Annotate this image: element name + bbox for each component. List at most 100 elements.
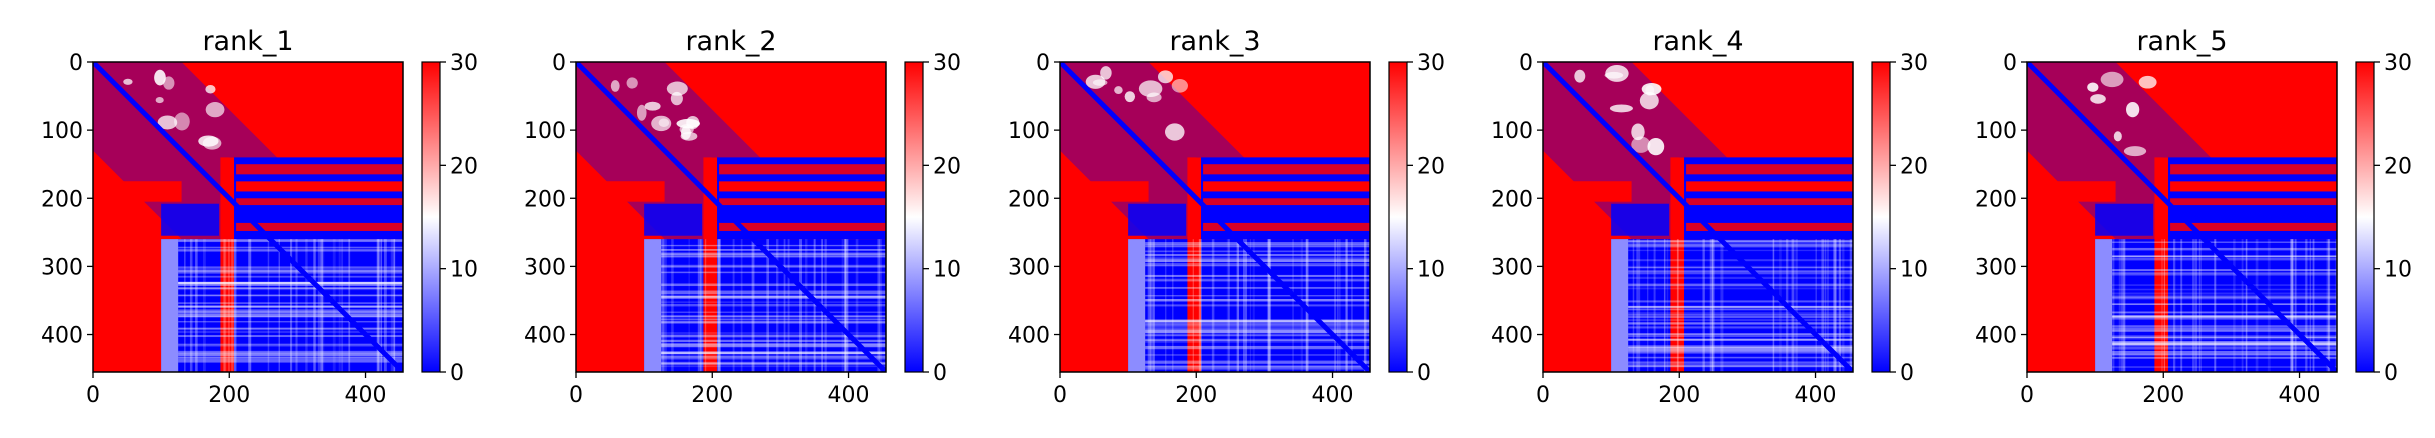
texture-line <box>1145 338 1370 342</box>
blue-stripe <box>2170 210 2337 223</box>
texture-line <box>1628 356 1853 359</box>
texture-line <box>787 239 790 372</box>
red-stripe <box>2170 164 2337 175</box>
colorbar <box>1388 61 1408 373</box>
texture-line <box>1226 239 1230 372</box>
texture-line <box>2312 239 2315 372</box>
colorbar-tick-label: 0 <box>1417 361 1431 386</box>
texture-blob <box>1609 104 1633 113</box>
red-stripe <box>2170 181 2337 192</box>
texture-line <box>661 244 886 247</box>
colorbar-tick-label: 0 <box>1900 361 1914 386</box>
colorbar-tick-label: 20 <box>450 154 478 179</box>
axes-frame <box>92 61 404 373</box>
texture-line <box>661 295 886 298</box>
texture-line <box>178 350 403 354</box>
texture-blob <box>1647 137 1665 156</box>
blue-row <box>644 203 703 236</box>
texture-line <box>2112 353 2337 356</box>
texture-line <box>2295 239 2297 372</box>
blue-stripe <box>1686 210 1853 223</box>
texture-line <box>1145 325 1370 327</box>
panel-title: rank_2 <box>685 26 776 57</box>
texture-line <box>178 275 403 278</box>
texture-line <box>1145 354 1370 356</box>
texture-line <box>1145 299 1370 302</box>
texture-blob <box>626 77 638 89</box>
colorbar <box>2355 61 2375 373</box>
texture-blob <box>1114 86 1123 95</box>
texture-blob <box>2087 82 2099 92</box>
texture-line <box>223 239 227 372</box>
texture-line <box>2200 239 2202 372</box>
texture-line <box>2112 295 2337 298</box>
texture-line <box>1628 270 1853 273</box>
texture-line <box>2192 239 2195 372</box>
texture-line <box>1145 319 1370 322</box>
texture-line <box>1842 239 1844 372</box>
texture-line <box>843 239 846 372</box>
texture-line <box>1795 239 1798 372</box>
texture-line <box>661 356 886 358</box>
texture-line <box>766 239 769 372</box>
texture-line <box>732 239 735 372</box>
texture-line <box>1815 239 1817 372</box>
texture-line <box>717 239 720 372</box>
texture-line <box>1145 360 1370 363</box>
texture-line <box>178 287 403 291</box>
texture-line <box>2112 296 2337 300</box>
texture-line <box>1792 239 1795 372</box>
x-tick-label: 200 <box>691 383 733 408</box>
colorbar-tick-label: 0 <box>2384 361 2398 386</box>
heatmap-image <box>1060 62 1370 372</box>
red-column <box>2154 157 2169 372</box>
texture-line <box>1145 329 1370 332</box>
y-tick-label: 0 <box>2003 51 2017 76</box>
texture-line <box>2198 239 2201 372</box>
texture-line <box>2122 239 2126 372</box>
x-tick-label: 0 <box>2020 383 2034 408</box>
texture-line <box>231 239 234 372</box>
texture-line <box>2112 325 2337 328</box>
texture-line <box>661 334 886 338</box>
red-stripe <box>1203 222 1370 231</box>
texture-line <box>699 239 703 372</box>
texture-line <box>178 309 403 312</box>
texture-line <box>1838 239 1842 372</box>
colorbar-tick-label: 20 <box>1417 154 1445 179</box>
texture-line <box>1252 239 1255 372</box>
texture-line <box>2328 239 2331 372</box>
texture-line <box>1306 239 1309 372</box>
texture-line <box>178 282 403 284</box>
x-tick-label: 400 <box>1795 383 1837 408</box>
texture-line <box>1336 239 1339 372</box>
texture-line <box>178 311 403 314</box>
x-tick-label: 400 <box>2279 383 2321 408</box>
texture-line <box>661 265 886 268</box>
texture-blob <box>1631 123 1645 141</box>
red-stripe <box>1203 198 1370 206</box>
texture-line <box>1628 265 1853 269</box>
y-tick-label: 100 <box>41 119 83 144</box>
texture-line <box>844 239 847 372</box>
red-column <box>1670 157 1685 372</box>
x-tick-label: 0 <box>86 383 100 408</box>
texture-line <box>178 240 403 243</box>
texture-blob <box>680 131 698 141</box>
texture-line <box>661 344 886 347</box>
blue-stripe <box>236 174 403 182</box>
red-stripe <box>1203 164 1370 175</box>
texture-line <box>1145 264 1370 267</box>
y-tick-label: 300 <box>524 255 566 280</box>
x-tick-label: 400 <box>828 383 870 408</box>
texture-line <box>1628 338 1853 341</box>
texture-line <box>2112 343 2337 347</box>
texture-line <box>2327 239 2330 372</box>
texture-line <box>705 239 707 372</box>
texture-blob <box>123 78 133 85</box>
texture-line <box>1145 253 1370 257</box>
texture-line <box>661 252 886 256</box>
texture-line <box>697 239 701 372</box>
domain-block <box>1128 239 1370 372</box>
texture-line <box>661 345 886 348</box>
